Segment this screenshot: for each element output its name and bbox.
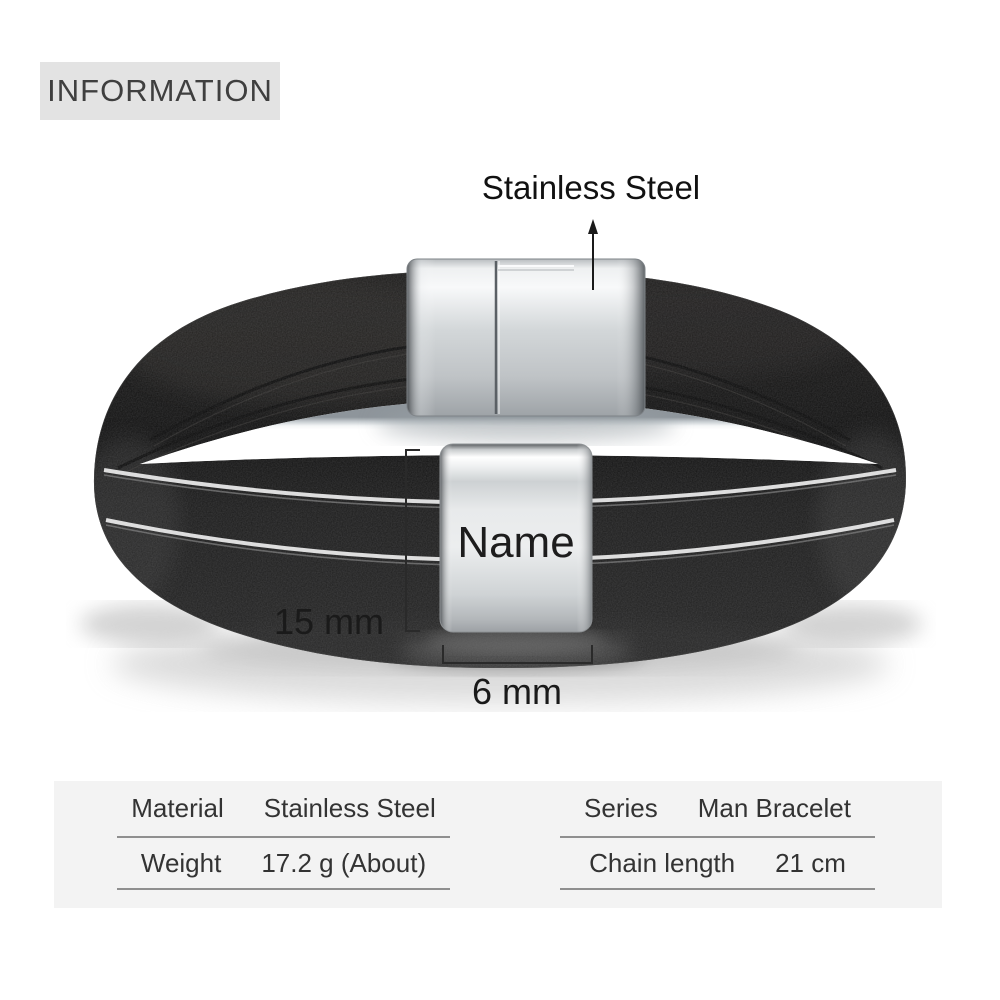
spec-label: Series	[584, 793, 658, 823]
spec-value: 21 cm	[775, 847, 846, 878]
spec-label: Material	[131, 793, 224, 823]
spec-value: Stainless Steel	[263, 793, 436, 823]
spec-label: Chain length	[589, 847, 736, 878]
material-callout-label: Stainless Steel	[481, 169, 701, 206]
spec-value: 17.2 g (About)	[261, 847, 427, 878]
callout-arrow-icon	[588, 219, 598, 290]
spec-row-series: Series Man Bracelet	[560, 781, 875, 838]
width-bracket	[442, 645, 593, 664]
magnetic-clasp	[406, 258, 646, 417]
height-bracket	[405, 449, 420, 632]
spec-panel: Material Stainless Steel Weight 17.2 g (…	[54, 781, 942, 908]
spec-column-left: Material Stainless Steel Weight 17.2 g (…	[117, 781, 450, 908]
spec-row-chain-length: Chain length 21 cm	[560, 838, 875, 890]
bead-width-dimension-label: 6 mm	[472, 671, 562, 712]
spec-label: Weight	[140, 847, 222, 878]
name-bead	[401, 443, 631, 667]
spec-column-right: Series Man Bracelet Chain length 21 cm	[560, 781, 875, 908]
info-badge-label: INFORMATION	[47, 73, 273, 108]
spec-value: Man Bracelet	[697, 793, 851, 823]
spec-row-material: Material Stainless Steel	[117, 781, 450, 838]
band-height-dimension-label: 15 mm	[273, 601, 384, 642]
spec-row-weight: Weight 17.2 g (About)	[117, 838, 450, 890]
bead-engraving-label: Name	[457, 518, 575, 567]
info-badge: INFORMATION	[40, 62, 280, 120]
